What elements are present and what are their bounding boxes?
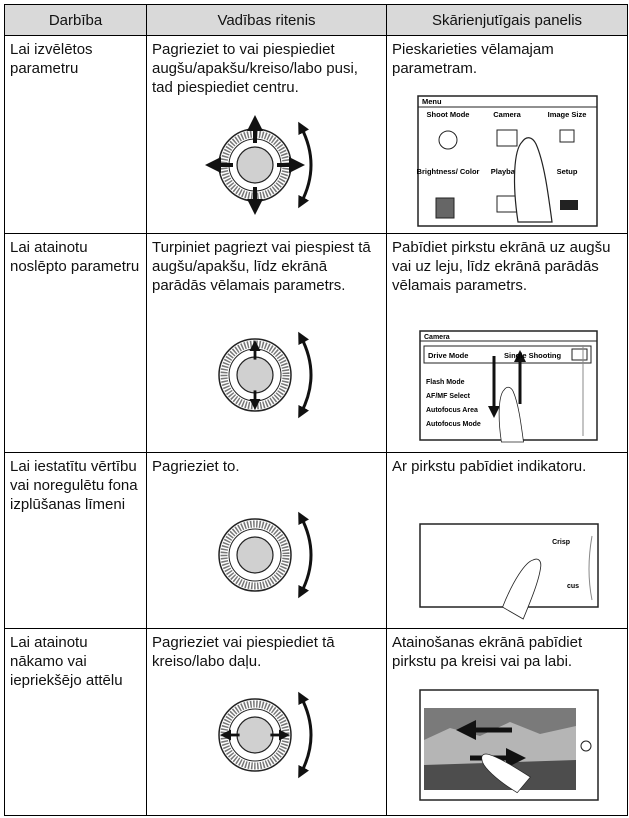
menu-screen: Menu Shoot Mode Camera Image Size Brightnes… — [417, 95, 598, 227]
control-wheel — [219, 337, 311, 413]
header-cell: Darbība — [4, 4, 147, 36]
screen-label: Shoot Mode — [427, 110, 470, 119]
screen-label: Autofocus Area — [426, 407, 478, 414]
screen-label: Camera — [424, 334, 450, 341]
screen-label: Menu — [422, 97, 442, 106]
slider-screen: Crisp cus — [419, 523, 599, 620]
table-cell: Pieskarieties vēlamajam parametram. — [386, 35, 628, 234]
screen-label: AF/MF Select — [426, 393, 471, 400]
playback-screen — [419, 689, 599, 801]
table-cell: Lai atainotu noslēpto parametru — [4, 233, 147, 453]
screen-label: Single Shooting — [504, 351, 561, 360]
screen-label: Image Size — [548, 110, 587, 119]
screen-label: Playback — [491, 167, 524, 176]
screen-label: Camera — [493, 110, 521, 119]
header-cell: Skārienjutīgais panelis — [386, 4, 628, 36]
table-cell: Pabīdiet pirkstu ekrānā uz augšu vai uz … — [386, 233, 628, 453]
screen-label: Drive Mode — [428, 351, 468, 360]
screen-label: cus — [567, 583, 579, 590]
table-cell: Pagrieziet to vai piespiediet augšu/apak… — [146, 35, 387, 234]
table-cell: Lai iestatītu vērtību vai noregulētu fon… — [4, 452, 147, 629]
screen-label: Autofocus Mode — [426, 421, 481, 428]
screen-label: Flash Mode — [426, 379, 465, 386]
list-screen: Camera Drive Mode Single Shooting Flash Mod… — [419, 330, 598, 443]
table-cell: Atainošanas ekrānā pabīdiet pirkstu pa k… — [386, 628, 628, 816]
screen-label: Crisp — [552, 539, 570, 546]
screen-label: Setup — [557, 167, 578, 176]
screen-label: Brightness/ Color — [417, 167, 480, 176]
control-wheel — [219, 517, 311, 593]
